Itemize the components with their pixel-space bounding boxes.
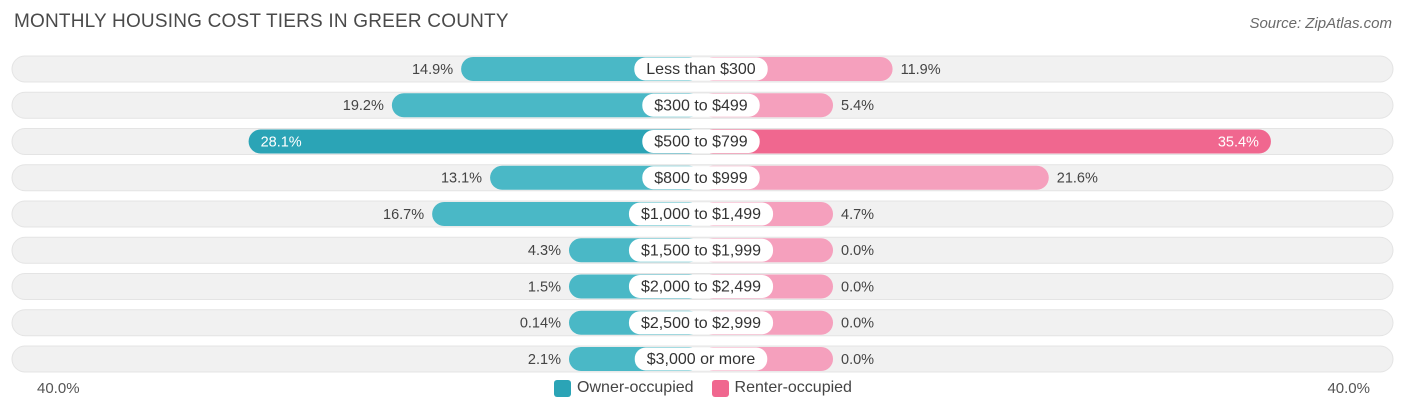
category-pill [634, 347, 768, 371]
category-pill [642, 130, 760, 153]
chart-source: Source: ZipAtlas.com [1249, 15, 1392, 32]
value-label-renter: 0.0% [841, 352, 874, 368]
legend-swatch-owner [554, 379, 572, 397]
value-label-renter: 4.7% [841, 207, 874, 223]
value-label-renter: 0.0% [841, 243, 874, 259]
value-label-owner: 2.1% [528, 352, 561, 368]
axis-min-label: 40.0% [37, 380, 80, 397]
legend-item-owner[interactable]: Owner-occupied [554, 379, 694, 397]
category-label: $300 to $499 [654, 97, 748, 114]
category-pill [628, 238, 774, 262]
category-pill [634, 57, 768, 81]
value-label-owner: 14.9% [412, 62, 453, 78]
category-label: $1,000 to $1,499 [641, 206, 761, 223]
value-label-owner: 13.1% [441, 171, 482, 187]
legend-label-owner: Owner-occupied [577, 379, 694, 396]
value-label-owner: 16.7% [383, 207, 424, 223]
legend: Owner-occupied Renter-occupied [0, 379, 1406, 397]
bar-owner [391, 93, 701, 118]
category-label: $1,500 to $1,999 [641, 242, 761, 259]
value-label-owner: 4.3% [528, 243, 561, 259]
bar-renter [701, 129, 1271, 154]
value-label-owner: 19.2% [343, 98, 384, 114]
category-label: Less than $300 [646, 61, 756, 78]
chart-title: MONTHLY HOUSING COST TIERS IN GREER COUN… [14, 11, 509, 32]
category-label: $800 to $999 [654, 170, 748, 187]
value-label-renter: 35.4% [1218, 134, 1259, 150]
value-label-owner: 28.1% [261, 134, 302, 150]
legend-swatch-renter [711, 379, 729, 397]
value-label-owner: 0.14% [520, 316, 561, 332]
category-label: $500 to $799 [654, 134, 748, 151]
legend-label-renter: Renter-occupied [734, 379, 852, 396]
value-label-renter: 0.0% [841, 279, 874, 295]
category-pill [628, 202, 774, 226]
category-pill [628, 311, 774, 335]
bar-renter [701, 165, 1049, 190]
axis-max-label: 40.0% [1327, 380, 1370, 397]
value-label-renter: 21.6% [1057, 171, 1098, 187]
value-label-owner: 1.5% [528, 279, 561, 295]
category-label: $3,000 or more [647, 351, 756, 368]
category-label: $2,500 to $2,999 [641, 315, 761, 332]
category-label: $2,000 to $2,499 [641, 279, 761, 296]
value-label-renter: 0.0% [841, 316, 874, 332]
category-pill [628, 275, 774, 298]
legend-item-renter[interactable]: Renter-occupied [711, 379, 852, 397]
value-label-renter: 5.4% [841, 98, 874, 114]
category-pill [642, 93, 760, 117]
category-pill [642, 166, 760, 190]
bar-owner [248, 129, 701, 154]
value-label-renter: 11.9% [901, 62, 941, 78]
